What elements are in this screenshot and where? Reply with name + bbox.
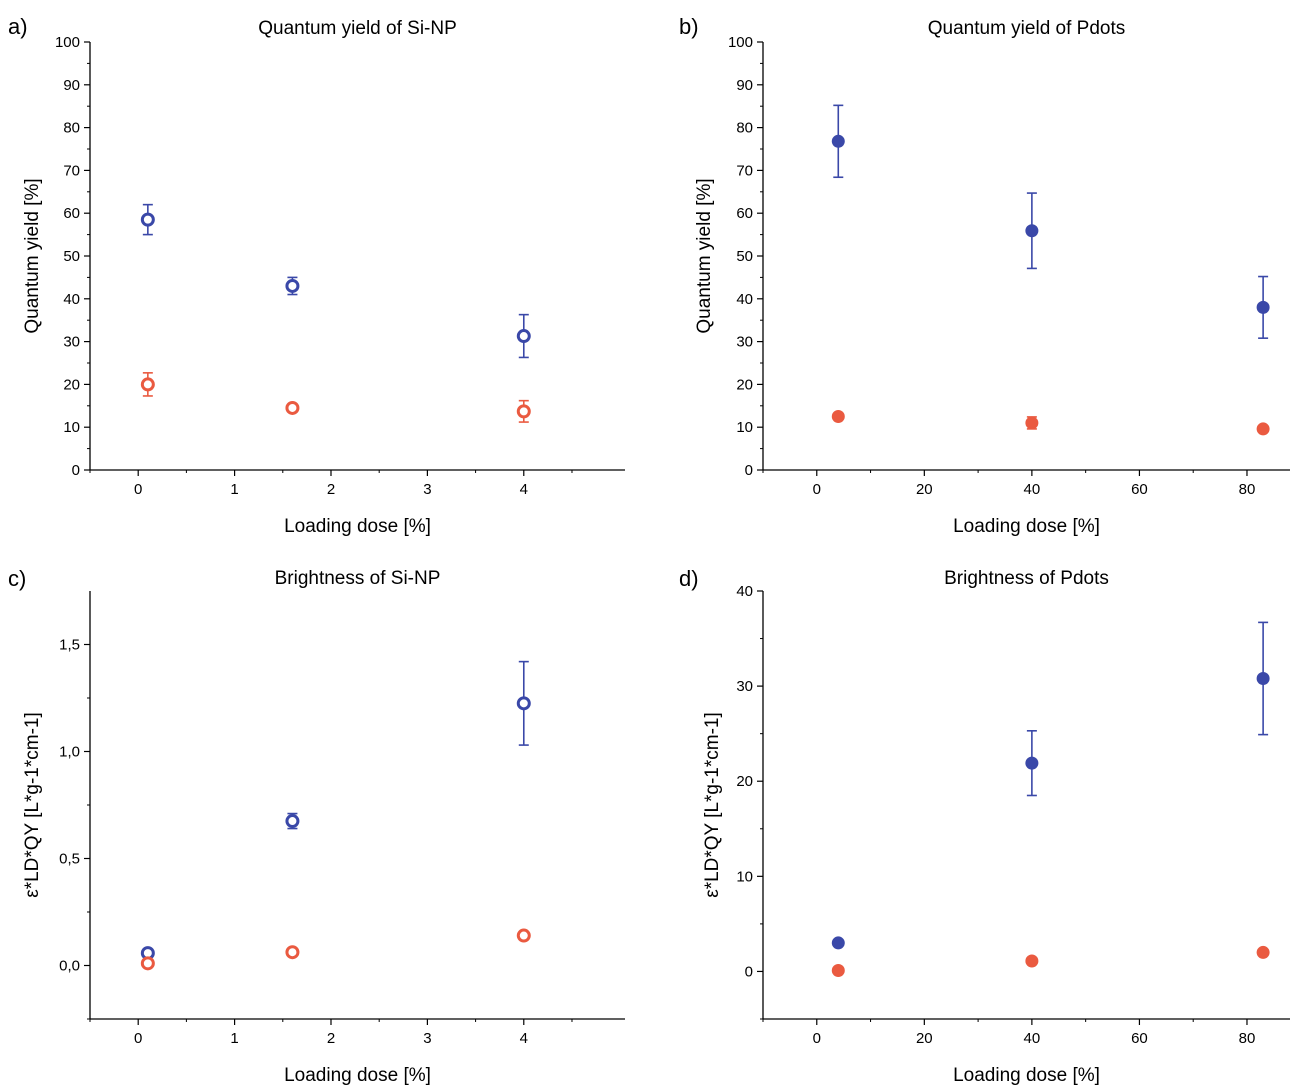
y-tick-label: 0,5: [59, 851, 80, 868]
y-tick-label: 100: [728, 34, 753, 51]
x-tick-label: 20: [916, 481, 933, 498]
x-tick-label: 4: [520, 1030, 528, 1047]
chart-panel-2: b) Quantum yield of Pdots 0 10 20 30 40 50 60 70 8…: [679, 14, 1290, 537]
panel-letter: d): [679, 566, 699, 591]
x-axis-label: Loading dose [%]: [284, 1065, 431, 1086]
x-tick-label: 0: [813, 1030, 821, 1047]
data-point: [516, 404, 531, 419]
y-axis-label: ε*LD*QY [L*g-1*cm-1]: [22, 712, 43, 898]
data-point: [285, 400, 300, 415]
panel-letter: c): [8, 566, 26, 591]
y-tick-label: 20: [736, 773, 753, 790]
x-tick-label: 4: [520, 481, 528, 498]
chart-panel-4: d) Brightness of Pdots 0 10 20 30 40 0 20 40 60 80 L…: [679, 566, 1290, 1086]
y-tick-label: 40: [736, 291, 753, 308]
x-tick-label: 40: [1024, 1030, 1041, 1047]
data-point: [516, 329, 531, 344]
data-point: [516, 928, 531, 943]
y-tick-label: 30: [63, 334, 80, 351]
y-tick-label: 90: [736, 77, 753, 94]
x-tick-label: 3: [423, 481, 431, 498]
y-tick-label: 60: [63, 205, 80, 222]
data-point: [831, 963, 845, 977]
y-axis-label: Quantum yield [%]: [694, 178, 715, 333]
data-point: [140, 956, 155, 971]
y-tick-label: 10: [736, 419, 753, 436]
data-point: [1025, 756, 1039, 770]
x-tick-label: 1: [230, 1030, 238, 1047]
x-tick-label: 0: [134, 1030, 142, 1047]
x-tick-label: 60: [1131, 481, 1148, 498]
x-tick-label: 3: [423, 1030, 431, 1047]
y-tick-label: 50: [63, 248, 80, 265]
y-tick-label: 0: [745, 462, 753, 479]
y-tick-label: 80: [736, 120, 753, 137]
data-point: [1256, 300, 1270, 314]
x-tick-label: 60: [1131, 1030, 1148, 1047]
data-point: [140, 377, 155, 392]
x-axis-label: Loading dose [%]: [284, 516, 431, 537]
x-axis-label: Loading dose [%]: [953, 516, 1100, 537]
x-tick-label: 20: [916, 1030, 933, 1047]
chart-panel-3: c) Brightness of Si-NP 0,0 0,5 1,0 1,5 0 1 2 3 4 Lo…: [8, 566, 625, 1086]
data-point: [831, 410, 845, 423]
x-tick-label: 1: [230, 481, 238, 498]
y-tick-label: 30: [736, 678, 753, 695]
y-tick-label: 70: [736, 162, 753, 179]
chart-title: Brightness of Si-NP: [275, 568, 441, 589]
x-tick-label: 0: [813, 481, 821, 498]
data-point: [1025, 954, 1039, 968]
x-tick-label: 2: [327, 1030, 335, 1047]
x-tick-label: 80: [1239, 481, 1256, 498]
chart-title: Brightness of Pdots: [944, 568, 1109, 589]
y-tick-label: 60: [736, 205, 753, 222]
y-axis-label: ε*LD*QY [L*g-1*cm-1]: [702, 712, 723, 898]
y-tick-label: 80: [63, 120, 80, 137]
y-tick-label: 40: [736, 583, 753, 600]
data-point: [285, 814, 300, 829]
x-tick-label: 2: [327, 481, 335, 498]
y-axis-label: Quantum yield [%]: [22, 178, 43, 333]
data-point: [1025, 224, 1039, 238]
x-tick-label: 0: [134, 481, 142, 498]
data-point: [516, 696, 531, 711]
y-tick-label: 10: [736, 868, 753, 885]
y-tick-label: 70: [63, 162, 80, 179]
y-tick-label: 0: [72, 462, 80, 479]
data-point: [831, 936, 845, 950]
y-tick-label: 20: [63, 376, 80, 393]
data-point: [1256, 672, 1270, 686]
x-tick-label: 40: [1024, 481, 1041, 498]
panel-letter: a): [8, 14, 28, 39]
y-tick-label: 0: [745, 963, 753, 980]
panel-letter: b): [679, 14, 699, 39]
data-point: [831, 134, 845, 148]
y-tick-label: 40: [63, 291, 80, 308]
y-tick-label: 100: [55, 34, 80, 51]
chart-panel-1: a) Quantum yield of Si-NP0102030405060708…: [8, 14, 625, 537]
data-point: [1256, 422, 1270, 436]
x-axis-label: Loading dose [%]: [953, 1065, 1100, 1086]
data-point: [1025, 416, 1039, 430]
y-tick-label: 1,0: [59, 744, 80, 761]
y-tick-label: 90: [63, 77, 80, 94]
y-tick-label: 10: [63, 419, 80, 436]
x-tick-label: 80: [1239, 1030, 1256, 1047]
y-tick-label: 30: [736, 334, 753, 351]
y-tick-label: 20: [736, 376, 753, 393]
data-point: [140, 212, 155, 227]
y-tick-label: 50: [736, 248, 753, 265]
y-tick-label: 0,0: [59, 958, 80, 975]
data-point: [285, 945, 300, 960]
data-point: [285, 278, 300, 293]
chart-title: Quantum yield of Si-NP: [258, 18, 457, 39]
chart-title: Quantum yield of Pdots: [928, 18, 1126, 39]
y-tick-label: 1,5: [59, 637, 80, 654]
data-point: [1256, 945, 1270, 959]
